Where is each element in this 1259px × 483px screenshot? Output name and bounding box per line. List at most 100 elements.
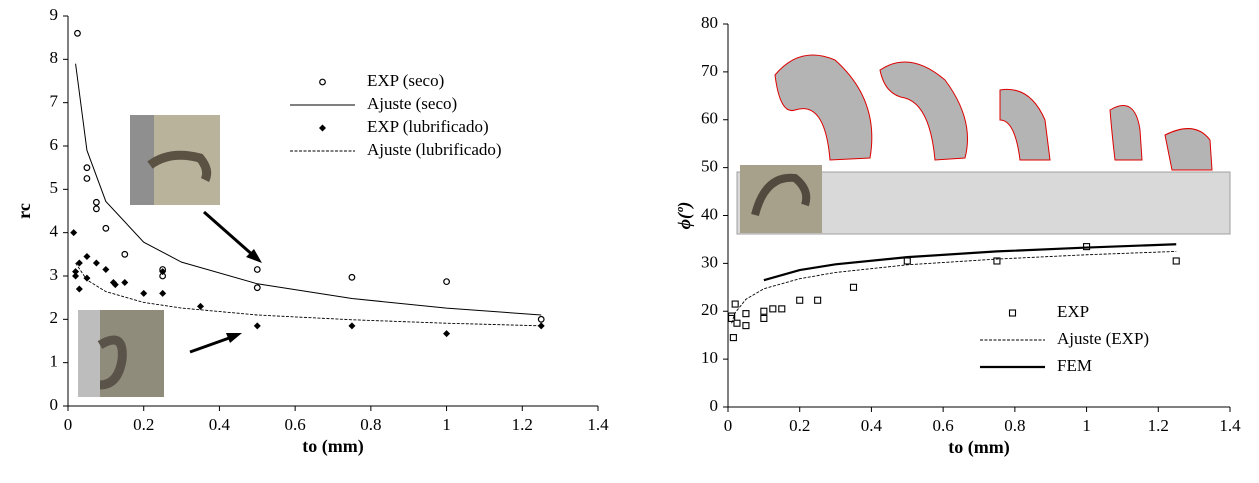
point: [70, 229, 78, 237]
legend-label: EXP (lubrificado): [367, 117, 489, 136]
point: [319, 78, 326, 86]
point: [121, 279, 129, 286]
point: [778, 305, 786, 313]
point: [253, 266, 261, 273]
point: [140, 289, 148, 297]
y-tick-label: 10: [701, 348, 718, 367]
fit-line: [731, 250, 1177, 324]
y-tick-label: 1: [50, 352, 59, 371]
y-tick-label: 0: [50, 395, 59, 414]
arrow: [203, 210, 256, 259]
fem-chip: [774, 54, 873, 161]
legend-label: Ajuste (EXP): [1057, 329, 1149, 348]
photo-chip: [751, 173, 811, 217]
photo-chip: [147, 150, 212, 183]
x-tick-label: 0.2: [789, 416, 810, 435]
point: [92, 205, 100, 213]
point: [348, 273, 356, 281]
y-tick-label: 4: [50, 222, 59, 241]
point: [348, 322, 356, 330]
point: [102, 224, 110, 232]
y-tick-label: 70: [701, 61, 718, 80]
x-tick-label: 1: [442, 415, 451, 434]
point: [121, 250, 129, 258]
point: [742, 310, 750, 318]
point: [537, 322, 545, 330]
y-axis-label: ϕ(º): [674, 202, 695, 230]
legend-label: Ajuste (lubrificado): [367, 140, 502, 159]
photo-tool: [78, 310, 100, 397]
point: [83, 274, 91, 282]
legend-label: EXP (seco): [367, 71, 444, 90]
point: [443, 278, 450, 286]
fit-line: [75, 262, 542, 327]
x-tick-label: 0.4: [861, 416, 883, 435]
y-tick-label: 30: [701, 252, 718, 271]
point: [993, 257, 1001, 265]
point: [1172, 257, 1180, 265]
point: [796, 296, 804, 304]
point: [72, 268, 80, 276]
x-tick-label: 1.2: [512, 415, 533, 434]
y-tick-label: 5: [50, 178, 59, 197]
point: [729, 334, 737, 342]
point: [733, 319, 741, 327]
point: [253, 284, 261, 292]
point: [769, 305, 777, 313]
x-axis-label: to (mm): [948, 437, 1009, 458]
point: [102, 266, 110, 273]
point: [111, 281, 119, 289]
x-tick-label: 0: [64, 415, 73, 434]
x-tick-label: 0.6: [933, 416, 954, 435]
point: [814, 296, 822, 304]
y-tick-label: 0: [710, 396, 719, 415]
y-tick-label: 50: [701, 157, 718, 176]
x-axis-label: to (mm): [302, 436, 363, 457]
x-tick-label: 0.8: [1004, 416, 1025, 435]
y-tick-label: 20: [701, 300, 718, 319]
point: [159, 289, 167, 297]
y-tick-label: 3: [50, 265, 59, 284]
point: [903, 257, 911, 265]
point: [1008, 309, 1017, 317]
fem-chip: [879, 61, 968, 161]
x-tick-label: 0.8: [360, 415, 381, 434]
point: [760, 314, 768, 322]
fit-line: [75, 63, 542, 316]
point: [74, 29, 81, 37]
x-tick-label: 1.2: [1148, 416, 1169, 435]
point: [731, 300, 739, 308]
y-tick-label: 40: [701, 204, 718, 223]
x-tick-label: 0.6: [285, 415, 306, 434]
y-tick-label: 7: [50, 92, 59, 111]
x-tick-label: 1.4: [587, 415, 609, 434]
x-tick-label: 1.4: [1219, 416, 1241, 435]
x-tick-label: 0: [724, 416, 733, 435]
point: [159, 268, 167, 276]
fem-chip: [999, 88, 1051, 161]
point: [83, 164, 91, 172]
arrow-head: [226, 333, 242, 343]
point: [742, 322, 750, 330]
fem-chip: [1109, 105, 1143, 161]
point: [83, 253, 91, 260]
fit-line: [763, 243, 1177, 282]
point: [197, 302, 204, 310]
legend-label: EXP: [1057, 302, 1089, 321]
x-tick-label: 1: [1082, 416, 1091, 435]
point: [760, 307, 768, 315]
y-axis-label: rc: [14, 203, 34, 219]
y-tick-label: 6: [50, 135, 59, 154]
point: [75, 259, 83, 267]
x-tick-label: 0.2: [133, 415, 154, 434]
arrow-head: [246, 249, 262, 263]
point: [92, 259, 100, 267]
arrow: [189, 335, 233, 354]
y-tick-label: 8: [50, 48, 59, 67]
fem-chip: [1164, 128, 1213, 171]
point: [83, 175, 91, 182]
x-tick-label: 0.4: [209, 415, 231, 434]
photo-chip: [97, 335, 127, 390]
